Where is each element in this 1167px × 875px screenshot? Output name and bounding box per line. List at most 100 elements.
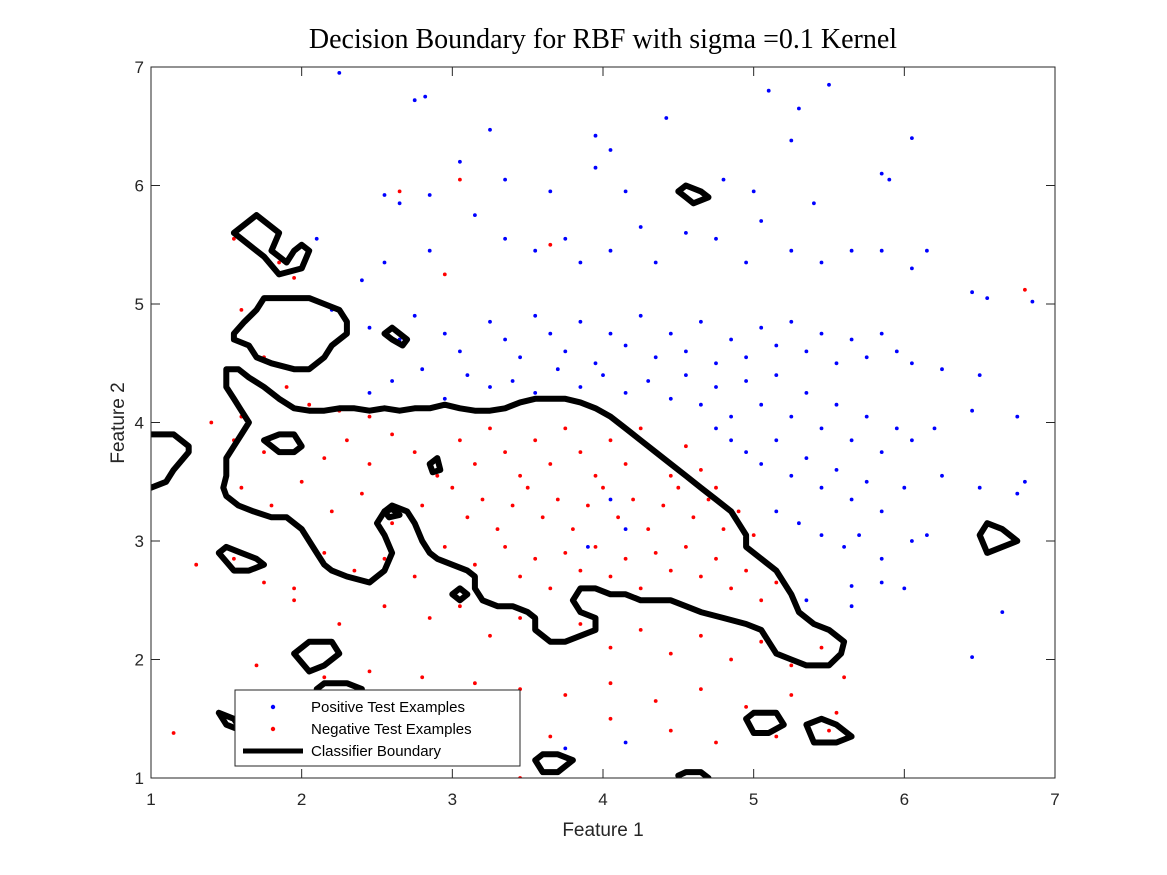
positive-point — [789, 138, 794, 143]
positive-point — [804, 598, 809, 603]
negative-point — [525, 485, 530, 490]
positive-point — [879, 556, 884, 561]
y-tick-label: 3 — [135, 532, 144, 551]
negative-point — [548, 734, 553, 739]
boundary-contour — [230, 212, 313, 278]
positive-point — [812, 201, 816, 206]
negative-point — [367, 414, 372, 419]
positive-point — [751, 189, 756, 194]
positive-point — [638, 225, 643, 229]
positive-point — [488, 127, 492, 132]
positive-point — [940, 367, 944, 372]
negative-point — [322, 675, 327, 680]
x-tick-label: 4 — [598, 790, 607, 809]
positive-point — [925, 533, 929, 537]
negative-point — [563, 426, 568, 431]
chart-title: Decision Boundary for RBF with sigma =0.… — [309, 24, 897, 55]
positive-point — [759, 325, 764, 330]
positive-point — [518, 355, 522, 360]
positive-point — [910, 136, 914, 141]
negative-point — [684, 444, 688, 449]
boundary-contour — [151, 431, 192, 491]
negative-point — [684, 545, 688, 549]
negative-point — [578, 622, 583, 626]
positive-point — [902, 586, 907, 591]
negative-point — [352, 568, 357, 573]
negative-point — [194, 562, 199, 567]
negative-point — [367, 462, 372, 466]
positive-point — [593, 133, 598, 138]
negative-point — [586, 503, 590, 508]
positive-point — [412, 98, 417, 103]
negative-point — [307, 402, 312, 407]
negative-point — [420, 503, 425, 508]
y-tick-label: 1 — [135, 769, 144, 788]
positive-point — [548, 331, 553, 336]
positive-point — [721, 177, 726, 182]
positive-point — [638, 313, 643, 318]
negative-point — [616, 515, 620, 520]
negative-point — [518, 574, 522, 579]
positive-point — [894, 426, 899, 431]
positive-point — [774, 438, 779, 443]
negative-point — [239, 485, 244, 490]
negative-point — [593, 473, 598, 478]
negative-point — [518, 616, 522, 620]
positive-point — [879, 171, 884, 176]
positive-point — [902, 485, 907, 490]
boundary-contour — [261, 431, 305, 456]
positive-point — [827, 82, 831, 87]
positive-point — [925, 248, 929, 253]
positive-point — [503, 236, 507, 241]
positive-point — [533, 248, 538, 253]
positive-point — [653, 260, 658, 265]
positive-point — [714, 426, 718, 431]
positive-point — [503, 337, 507, 342]
positive-point — [819, 485, 824, 490]
negative-point — [774, 580, 779, 585]
negative-point — [473, 681, 477, 686]
positive-point — [804, 456, 809, 460]
positive-point — [879, 450, 884, 454]
positive-point — [774, 373, 779, 377]
negative-point — [488, 426, 492, 431]
negative-point — [548, 242, 553, 247]
positive-point — [879, 331, 884, 336]
negative-point — [563, 551, 568, 555]
negative-point — [232, 236, 236, 241]
legend-marker-positive — [270, 704, 276, 710]
negative-point — [367, 669, 372, 674]
x-tick-label: 1 — [146, 790, 155, 809]
positive-point — [623, 391, 628, 395]
positive-point — [819, 331, 824, 336]
positive-point — [910, 539, 914, 543]
positive-point — [849, 248, 854, 253]
negative-point — [548, 586, 553, 591]
negative-point — [819, 645, 824, 650]
positive-point — [473, 213, 477, 218]
y-tick-label: 7 — [135, 58, 144, 77]
positive-point — [714, 236, 718, 241]
negative-point — [555, 497, 560, 502]
boundary-contour — [675, 182, 712, 207]
positive-point — [684, 231, 688, 235]
negative-point — [322, 456, 327, 460]
positive-point — [849, 584, 854, 588]
negative-point — [631, 497, 635, 502]
positive-point — [729, 337, 733, 342]
positive-point — [503, 177, 507, 182]
negative-point — [578, 568, 583, 573]
negative-point — [608, 645, 613, 650]
positive-point — [314, 236, 319, 241]
negative-point — [608, 716, 613, 721]
positive-point — [684, 373, 688, 377]
positive-point — [608, 331, 613, 336]
negative-point — [744, 705, 748, 709]
plot-content — [151, 71, 1035, 778]
negative-point — [563, 693, 568, 697]
positive-point — [367, 325, 372, 330]
negative-point — [284, 385, 289, 389]
positive-point — [1015, 491, 1020, 496]
